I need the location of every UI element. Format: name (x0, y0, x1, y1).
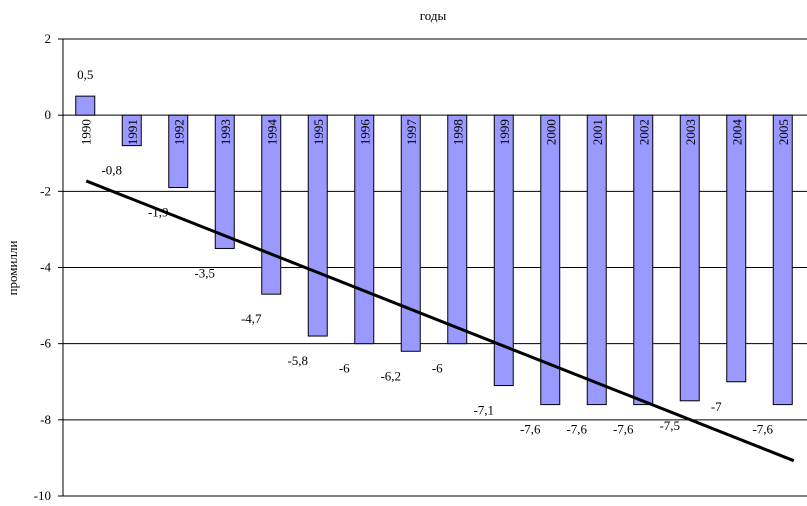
y-tick-label: -10 (34, 488, 51, 501)
data-label: -0,8 (101, 163, 122, 178)
data-label: -7,6 (566, 422, 587, 437)
data-label: -6,2 (380, 368, 401, 383)
data-label: -7,1 (473, 403, 494, 418)
x-tick-label: 1999 (497, 119, 512, 145)
bar (633, 114, 654, 406)
x-tick-label: 1990 (78, 119, 93, 145)
bar (214, 114, 235, 249)
bar (168, 114, 189, 189)
trend-layer (85, 179, 795, 463)
x-tick-label: 1993 (218, 119, 233, 145)
data-label: -4,7 (241, 311, 262, 326)
data-label: -6 (339, 361, 350, 376)
bar-layer (75, 95, 793, 406)
x-tick-label: 1994 (264, 119, 279, 145)
bar (121, 114, 142, 147)
data-label: -7,6 (752, 422, 773, 437)
data-label: -7,6 (613, 422, 634, 437)
bar (261, 114, 282, 295)
x-tick-label: 1996 (357, 119, 372, 145)
y-tick-label: 0 (45, 107, 52, 122)
data-label: -6 (432, 361, 443, 376)
data-label: -7,5 (659, 418, 680, 433)
bar (540, 114, 561, 406)
y-axis-label: промилли (5, 241, 20, 296)
y-tick-label: 2 (45, 31, 52, 46)
bar (679, 114, 700, 402)
trendline (85, 179, 795, 463)
x-tick-label: 2004 (729, 119, 744, 145)
bar (75, 95, 96, 116)
x-tick-label: 1997 (404, 119, 419, 145)
x-tick-label: 2001 (590, 119, 605, 145)
bar (400, 114, 421, 352)
x-tick-label: 2003 (683, 119, 698, 145)
y-tick-label: -6 (40, 336, 51, 351)
chart-title: годы (420, 8, 447, 23)
data-label: -7 (711, 399, 722, 414)
data-label: -7,6 (520, 422, 541, 437)
data-label: 0,5 (77, 67, 93, 82)
x-tick-label: 2002 (636, 119, 651, 145)
bar (493, 114, 514, 387)
bar (354, 114, 375, 345)
y-tick-label: -8 (40, 412, 51, 427)
x-tick-label: 1991 (125, 119, 140, 145)
x-tick-label: 1998 (450, 119, 465, 145)
data-label: -1,9 (148, 205, 169, 220)
x-tick-label: 1992 (171, 119, 186, 145)
data-label: -3,5 (194, 265, 215, 280)
bar (447, 114, 468, 345)
label-layer: 1990 0,5 1991 -0,8 1992 -1,9 1993 -3,5 1994 -4,7 1… (77, 67, 791, 436)
x-tick-label: 2005 (776, 119, 791, 145)
axis-layer: 2 0 -2 -4 -6 -8 -10 (34, 31, 64, 503)
y-tick-label: -4 (40, 260, 51, 275)
x-tick-label: 1995 (311, 119, 326, 145)
bar (772, 114, 793, 406)
bar (586, 114, 607, 406)
y-tick-label: -2 (40, 183, 51, 198)
x-tick-label: 2000 (543, 119, 558, 145)
bar (726, 114, 747, 383)
data-label: -5,8 (287, 353, 308, 368)
bar (307, 114, 328, 337)
